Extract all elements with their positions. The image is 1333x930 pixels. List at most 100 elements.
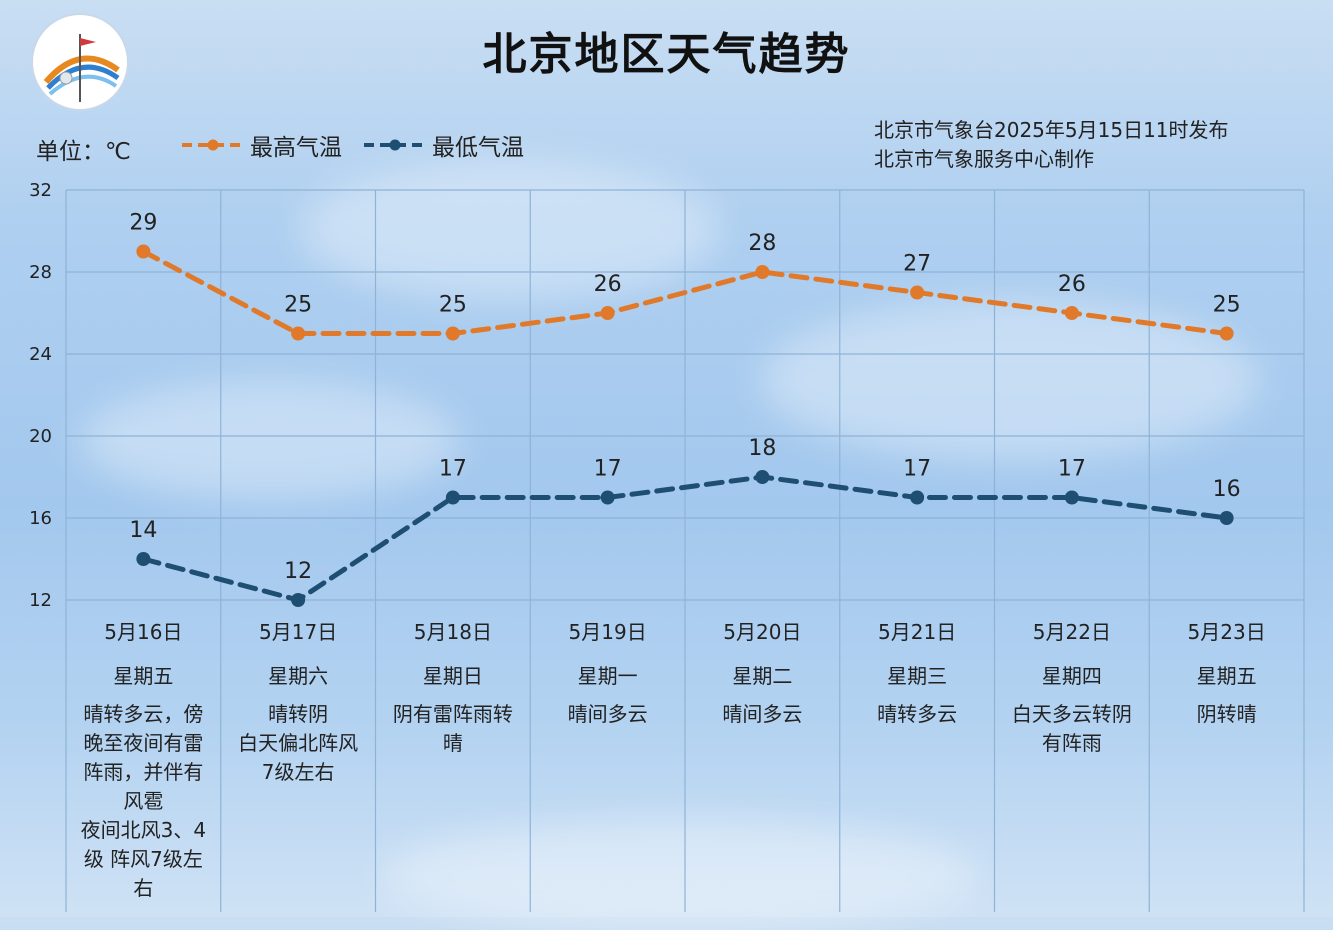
data-point-low (910, 490, 925, 505)
description-line: 阴有雷阵雨转 (392, 702, 513, 726)
day-weekday: 星期五 (1196, 664, 1257, 688)
data-label-low: 17 (1058, 457, 1086, 482)
day-description: 晴转多云 (840, 700, 995, 729)
description-line: 7级左右 (261, 760, 335, 784)
meteorological-service-logo (30, 12, 130, 112)
description-line: 夜间北风3、4 (80, 818, 207, 842)
data-point-low (445, 490, 460, 505)
description-line: 级 阵风7级左 (83, 847, 203, 871)
legend-label-low: 最低气温 (432, 135, 524, 161)
description-line: 晚至夜间有雷 (83, 731, 204, 755)
legend-item-high: 最高气温 (182, 128, 342, 162)
description-line: 右 (133, 876, 154, 900)
data-point-high (600, 306, 615, 320)
data-label-low: 18 (748, 436, 776, 461)
legend-item-low: 最低气温 (364, 128, 524, 162)
day-description: 晴间多云 (685, 700, 840, 729)
day-date: 5月20日 (723, 620, 802, 644)
data-label-low: 17 (439, 457, 467, 482)
data-label-high: 26 (594, 272, 622, 297)
data-point-high (1064, 306, 1079, 320)
y-tick-label: 32 (29, 180, 52, 201)
data-label-high: 25 (284, 293, 312, 318)
day-weekday: 星期日 (422, 664, 483, 688)
day-date: 5月19日 (568, 620, 647, 644)
day-description: 阴有雷阵雨转晴 (376, 700, 531, 758)
day-column: 5月16日星期五晴转多云，傍 晚至夜间有雷 阵雨，并伴有 风雹夜间北风3、4 级 阵风7… (66, 610, 221, 903)
issuer-line-1: 北京市气象台2025年5月15日11时发布 (874, 118, 1229, 142)
data-label-low: 16 (1213, 477, 1241, 502)
day-column: 5月23日星期五阴转晴 (1149, 610, 1304, 729)
day-column: 5月21日星期三晴转多云 (840, 610, 995, 729)
day-column: 5月22日星期四白天多云转阴 有阵雨 (995, 610, 1150, 758)
day-description: 阴转晴 (1149, 700, 1304, 729)
description-line: 有阵雨 (1041, 731, 1102, 755)
description-line: 白天多云转阴 (1011, 702, 1132, 726)
series-line-high (140, 249, 1230, 336)
description-line: 晴间多云 (722, 702, 803, 726)
data-point-low (136, 552, 151, 566)
data-point-low (1064, 490, 1079, 505)
description-line: 晴转多云 (877, 702, 958, 726)
legend-swatch-low (364, 139, 426, 151)
day-date: 5月17日 (259, 620, 338, 644)
cloud-decoration (300, 160, 720, 300)
legend-swatch-high (182, 139, 244, 151)
legend-label-high: 最高气温 (250, 135, 342, 161)
y-tick-label: 16 (29, 508, 52, 529)
unit-label: 单位：℃ (36, 139, 131, 165)
day-date: 5月21日 (878, 620, 957, 644)
day-column: 5月19日星期一晴间多云 (530, 610, 685, 729)
data-point-high (1219, 326, 1234, 341)
data-point-high (755, 265, 770, 279)
description-line: 阴转晴 (1196, 702, 1257, 726)
page-title: 北京地区天气趋势 (482, 29, 851, 80)
data-point-low (755, 470, 770, 484)
data-label-high: 25 (1213, 293, 1241, 318)
y-tick-label: 12 (29, 590, 52, 611)
description-line: 阵雨，并伴有 (83, 760, 204, 784)
day-weekday: 星期四 (1041, 664, 1102, 688)
data-point-high (291, 326, 306, 341)
data-label-high: 27 (903, 252, 931, 277)
day-description: 晴间多云 (530, 700, 685, 729)
y-tick-label: 20 (29, 426, 52, 447)
day-weekday: 星期六 (268, 664, 329, 688)
data-point-low (1219, 511, 1234, 525)
cloud-decoration (380, 820, 980, 930)
data-label-low: 17 (903, 457, 931, 482)
day-column: 5月18日星期日阴有雷阵雨转晴 (376, 610, 531, 758)
data-label-high: 25 (439, 293, 467, 318)
day-column: 5月20日星期二晴间多云 (685, 610, 840, 729)
data-label-high: 28 (748, 231, 776, 256)
day-weekday: 星期三 (887, 664, 948, 688)
description-line: 晴转阴 (268, 702, 329, 726)
day-date: 5月23日 (1187, 620, 1266, 644)
y-tick-label: 24 (29, 344, 52, 365)
data-point-high (910, 285, 925, 300)
day-weekday: 星期五 (113, 664, 174, 688)
day-column: 5月17日 星期六 晴转阴 白天偏北阵风 7级左右 (221, 610, 376, 787)
day-date: 5月18日 (413, 620, 492, 644)
cloud-decoration (80, 380, 460, 500)
y-tick-label: 28 (29, 262, 52, 283)
data-point-low (291, 593, 306, 607)
data-label-high: 26 (1058, 272, 1086, 297)
data-label-low: 17 (594, 457, 622, 482)
day-weekday: 星期一 (577, 664, 638, 688)
series-line-low (140, 474, 1230, 603)
day-date: 5月16日 (104, 620, 183, 644)
data-point-low (600, 490, 615, 505)
data-label-low: 12 (284, 559, 312, 584)
description-line: 晴转多云，傍 (83, 702, 204, 726)
data-point-high (445, 326, 460, 341)
day-date: 5月22日 (1032, 620, 1111, 644)
day-weekday: 星期二 (732, 664, 793, 688)
description-line: 晴 (442, 731, 463, 755)
description-line: 风雹 (123, 789, 164, 813)
data-label-high: 29 (129, 211, 157, 236)
issuer-info: 北京市气象台2025年5月15日11时发布 北京市气象服务中心制作 (874, 116, 1229, 174)
description-line: 晴间多云 (567, 702, 648, 726)
day-description: 晴转多云，傍 晚至夜间有雷 阵雨，并伴有 风雹夜间北风3、4 级 阵风7级左右 (66, 700, 221, 903)
